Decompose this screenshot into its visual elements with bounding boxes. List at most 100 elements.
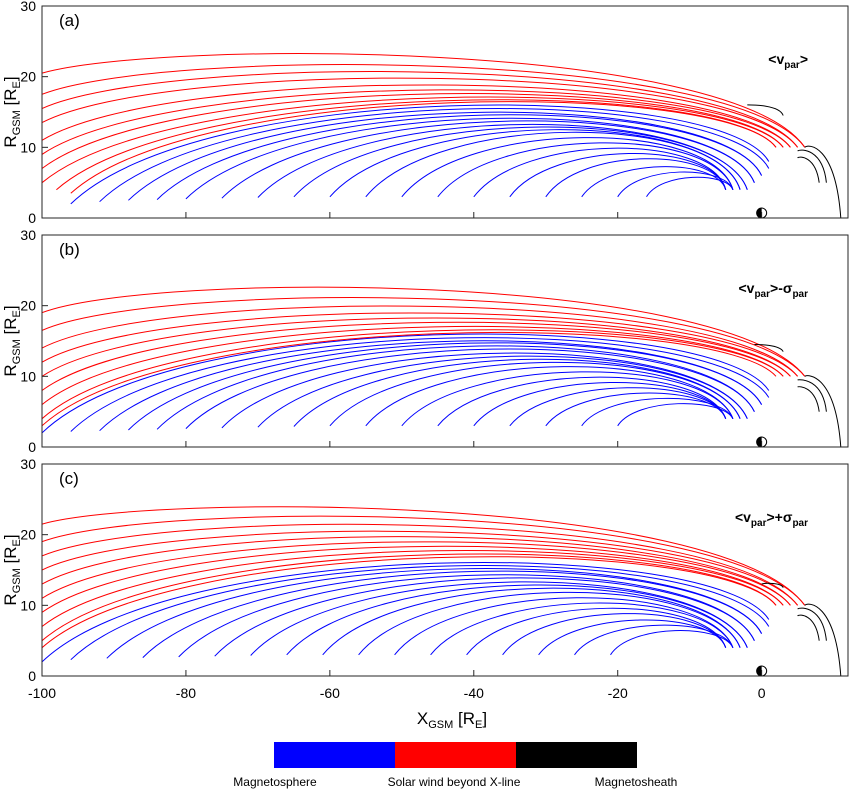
magnetosheath-field-line [797,156,820,183]
y-axis-label: RGSM [RE] [1,305,23,376]
solar-wind-field-line [42,71,799,148]
field-lines [42,506,842,676]
magnetosphere-field-line [142,570,763,658]
y-tick-label: 30 [20,227,36,243]
solar-wind-field-line [42,77,798,148]
colorbar-label-magnetosphere: Magnetosphere [233,775,317,789]
magnetosphere-field-line [293,126,748,198]
solar-wind-field-line [42,93,784,169]
solar-wind-field-line [42,515,806,606]
magnetosphere-field-line [473,147,727,198]
magnetosphere-field-line [365,131,741,198]
magnetosheath-field-line [804,375,842,447]
x-tick-label: -80 [176,685,196,701]
solar-wind-field-line [42,321,791,391]
y-tick-label: 30 [20,456,36,472]
solar-wind-field-line [42,329,784,420]
magnetosheath-field-line [797,379,827,412]
magnetosphere-field-line [42,333,770,434]
magnetosphere-field-line [358,591,741,656]
magnetosheath-field-line [797,149,827,183]
colorbar-label-magnetosheath: Magnetosheath [595,775,678,789]
magnetosphere-field-line [70,104,770,205]
y-tick-label: 0 [28,668,36,684]
axes-frame [41,234,849,448]
solar-wind-field-line [42,556,777,649]
y-tick-label: 10 [20,139,36,155]
colorbar-segment-magnetosphere [274,742,395,768]
solar-wind-field-line [42,536,791,606]
x-tick-label: -40 [464,685,484,701]
solar-wind-field-line [42,545,784,613]
panel-label: (c) [59,469,79,488]
solar-wind-field-line [42,305,798,377]
solar-wind-field-line [42,523,798,606]
solar-wind-field-line [42,297,806,377]
solar-wind-field-line [42,96,784,184]
solar-wind-field-line [42,84,791,148]
x-tick-label: -60 [320,685,340,701]
plot-area [42,6,848,218]
magnetosheath-field-line [797,386,820,412]
y-tick-label: 0 [28,439,36,455]
magnetosphere-field-line [128,342,763,431]
magnetosphere-field-line [617,171,734,198]
magnetosphere-field-line [221,120,755,199]
solar-wind-field-line [42,317,791,377]
x-tick-label: -20 [608,685,628,701]
solar-wind-field-line [42,506,806,606]
magnetosphere-field-line [70,565,770,661]
magnetosphere-field-line [646,176,734,198]
colorbar-segment-solar-wind [395,742,516,768]
magnetosphere-field-line [545,392,727,427]
solar-wind-field-line [70,101,777,194]
y-axis-label: RGSM [RE] [1,76,23,147]
magnetosphere-field-line [70,337,770,432]
magnetosphere-field-line [545,158,727,198]
field-lines [42,286,842,447]
magnetosphere-field-line [257,355,748,428]
velocity-annotation: <vpar>+σpar [735,509,808,529]
solar-wind-field-line [42,312,798,377]
colorbar-label-solar-wind: Solar wind beyond X-line [388,775,521,789]
x-axis-label: XGSM [RE] [417,709,487,731]
y-tick-label: 30 [20,0,36,14]
magnetosphere-field-line [617,403,734,427]
panel-label: (b) [59,240,80,259]
magnetosphere-field-line [329,361,741,427]
magnetosheath-field-line [804,603,842,676]
magnetosphere-field-line [99,108,770,203]
y-tick-label: 20 [20,69,36,85]
x-tick-label: -100 [28,685,56,701]
solar-wind-field-line [42,89,791,155]
magnetosphere-field-line [574,624,734,656]
field-lines [42,53,842,218]
velocity-annotation: <vpar> [768,51,808,71]
magnetosphere-field-line [401,371,734,427]
magnetosphere-field-line [610,630,734,656]
magnetosheath-field-line [797,614,820,641]
magnetosheath-field-line [797,607,827,641]
magnetosheath-field-line [804,145,842,218]
magnetosphere-field-line [581,397,734,427]
solar-wind-field-line [42,64,806,148]
panel-a: 0 10 20 30 (a) <vpar> RGSM [RE] [1,0,849,226]
y-tick-label: 20 [20,527,36,543]
magnetosphere-field-line [509,153,727,198]
colorbar: Magnetosphere Solar wind beyond X-line M… [233,742,677,789]
y-tick-label: 0 [28,210,36,226]
solar-wind-field-line [42,53,806,148]
magnetosheath-field-line [747,104,784,116]
magnetosheath-field-line [761,582,784,588]
y-tick-label: 20 [20,298,36,314]
y-tick-label: 10 [20,368,36,384]
magnetosphere-field-line [42,561,770,663]
solar-wind-field-line [42,286,806,377]
magnetosphere-field-line [466,607,727,656]
magnetosphere-field-line [430,602,734,656]
magnetosphere-field-line [394,597,734,656]
magnetosphere-field-line [401,137,734,198]
velocity-annotation: <vpar>-σpar [738,280,808,300]
y-tick-label: 10 [20,597,36,613]
